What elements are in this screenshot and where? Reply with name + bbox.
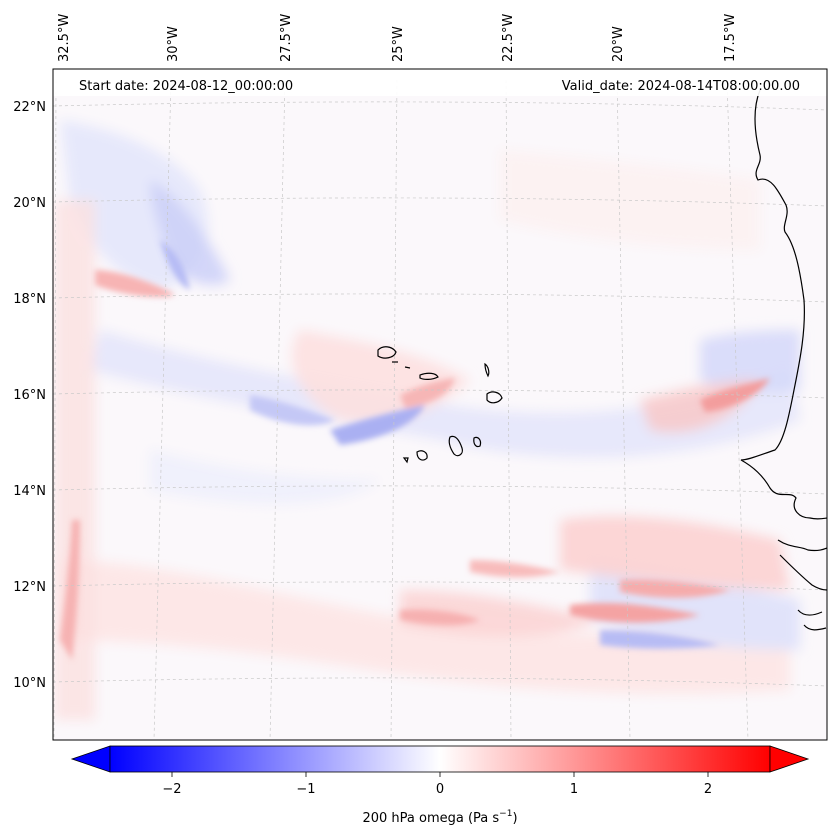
colorbar-tick-label: 2 [704, 782, 712, 797]
lat-label: 16°N [13, 388, 46, 403]
colorbar-extend-min [70, 745, 111, 773]
colorbar-extend-max [769, 745, 810, 773]
lon-label: 30°W [166, 26, 181, 62]
colorbar-ticks [171, 772, 709, 777]
colorbar-tick-label: −1 [296, 782, 315, 797]
colorbar-tick-label: 0 [436, 782, 444, 797]
colorbar-title-main: 200 hPa omega (Pa s [362, 811, 499, 826]
lat-label: 22°N [13, 100, 46, 115]
valid-date-label: Valid_date: 2024-08-14T08:00:00.00 [562, 79, 800, 94]
lat-labels: 22°N 20°N 18°N 16°N 14°N 12°N 10°N [13, 100, 46, 691]
map-frame [52, 68, 828, 741]
gridlines [53, 79, 827, 740]
lon-label: 27.5°W [279, 14, 294, 62]
coastlines [377, 89, 827, 631]
omega-field [53, 69, 827, 740]
colorbar-body [109, 745, 771, 773]
lon-labels: 32.5°W 30°W 27.5°W 25°W 22.5°W 20°W 17.5… [57, 14, 738, 62]
start-date-label: Start date: 2024-08-12_00:00:00 [79, 79, 293, 94]
lon-label: 22.5°W [501, 14, 516, 62]
colorbar-title-exp: −1 [499, 809, 512, 819]
lat-label: 14°N [13, 484, 46, 499]
lon-label: 25°W [391, 26, 406, 62]
lon-label: 20°W [611, 26, 626, 62]
lon-label: 17.5°W [723, 14, 738, 62]
colorbar: −2 −1 0 1 2 200 hPa omega (Pa s−1) [70, 745, 810, 826]
lat-label: 12°N [13, 580, 46, 595]
lat-label: 18°N [13, 292, 46, 307]
colorbar-tick-label: −2 [162, 782, 181, 797]
colorbar-title-close: ) [512, 811, 517, 826]
colorbar-title: 200 hPa omega (Pa s−1) [362, 809, 517, 826]
lat-label: 10°N [13, 676, 46, 691]
colorbar-tick-label: 1 [570, 782, 578, 797]
lat-label: 20°N [13, 196, 46, 211]
lon-label: 32.5°W [57, 14, 72, 62]
